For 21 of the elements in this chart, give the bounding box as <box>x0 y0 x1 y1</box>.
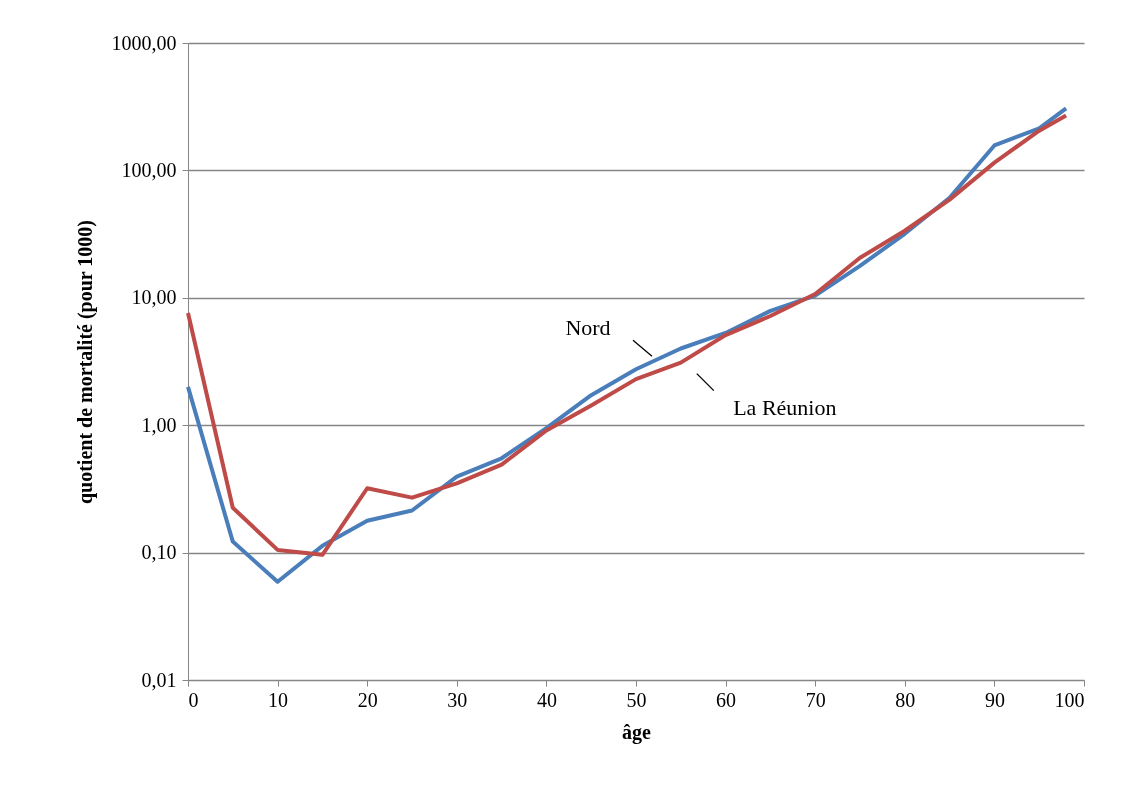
text: La Réunion <box>733 394 837 420</box>
x-tick-label: 20 <box>357 688 378 711</box>
x-tick-label: 70 <box>805 688 826 711</box>
y-tick-label: 10,00 <box>131 286 177 309</box>
x-tick-label: 0 <box>188 688 199 711</box>
x-tick-label: 90 <box>984 688 1005 711</box>
x-tick-label: 10 <box>268 688 289 711</box>
y-tick-label: 0,01 <box>141 668 177 691</box>
y-tick-label: 100,00 <box>121 158 177 181</box>
y-tick-label: 1,00 <box>141 413 177 436</box>
x-axis-title: âge <box>622 720 652 744</box>
series-label: Nord <box>565 315 611 341</box>
x-tick-label: 100 <box>1054 688 1085 711</box>
x-tick-label: 40 <box>536 688 557 711</box>
y-tick-label: 1000,00 <box>111 31 177 54</box>
x-tick-label: 50 <box>626 688 647 711</box>
x-tick-label: 60 <box>716 688 737 711</box>
x-tick-label: 30 <box>447 688 468 711</box>
y-tick-label: 0,10 <box>141 541 177 564</box>
y-axis-title: quotient de mortalité (pour 1000) <box>73 219 97 505</box>
x-tick-label: 80 <box>895 688 916 711</box>
